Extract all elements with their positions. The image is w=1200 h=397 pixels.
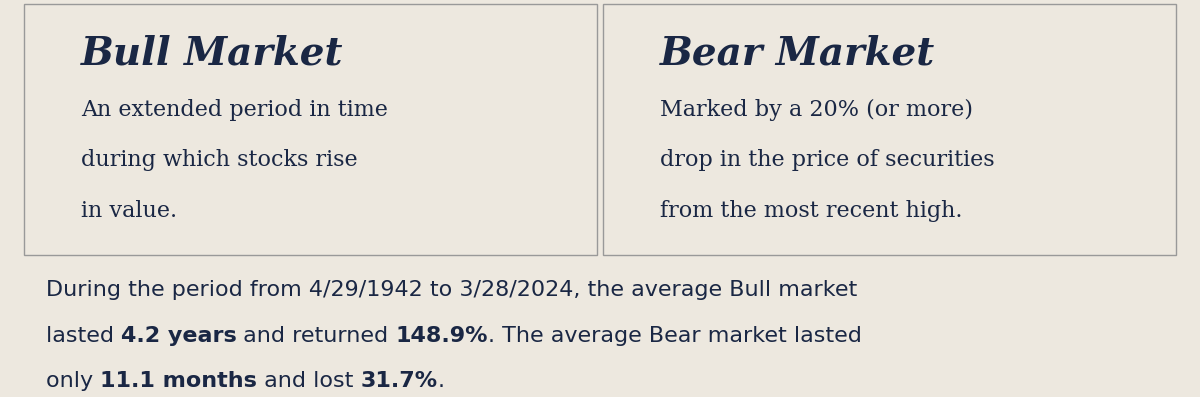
Text: lasted: lasted: [46, 326, 121, 346]
Text: An extended period in time: An extended period in time: [82, 99, 388, 121]
Text: Bear Market: Bear Market: [660, 34, 936, 72]
Text: Bull Market: Bull Market: [82, 34, 344, 72]
Text: 4.2 years: 4.2 years: [121, 326, 236, 346]
Text: during which stocks rise: during which stocks rise: [82, 150, 358, 172]
Text: and lost: and lost: [257, 372, 360, 391]
Text: drop in the price of securities: drop in the price of securities: [660, 150, 995, 172]
Text: and returned: and returned: [236, 326, 396, 346]
Text: in value.: in value.: [82, 200, 178, 222]
Text: 31.7%: 31.7%: [360, 372, 437, 391]
Text: from the most recent high.: from the most recent high.: [660, 200, 962, 222]
Text: During the period from 4/29/1942 to 3/28/2024, the average Bull market: During the period from 4/29/1942 to 3/28…: [46, 280, 857, 301]
Text: 148.9%: 148.9%: [396, 326, 488, 346]
Text: 11.1 months: 11.1 months: [100, 372, 257, 391]
Text: only: only: [46, 372, 100, 391]
Text: Marked by a 20% (or more): Marked by a 20% (or more): [660, 99, 973, 121]
Text: . The average Bear market lasted: . The average Bear market lasted: [488, 326, 862, 346]
Text: .: .: [437, 372, 444, 391]
